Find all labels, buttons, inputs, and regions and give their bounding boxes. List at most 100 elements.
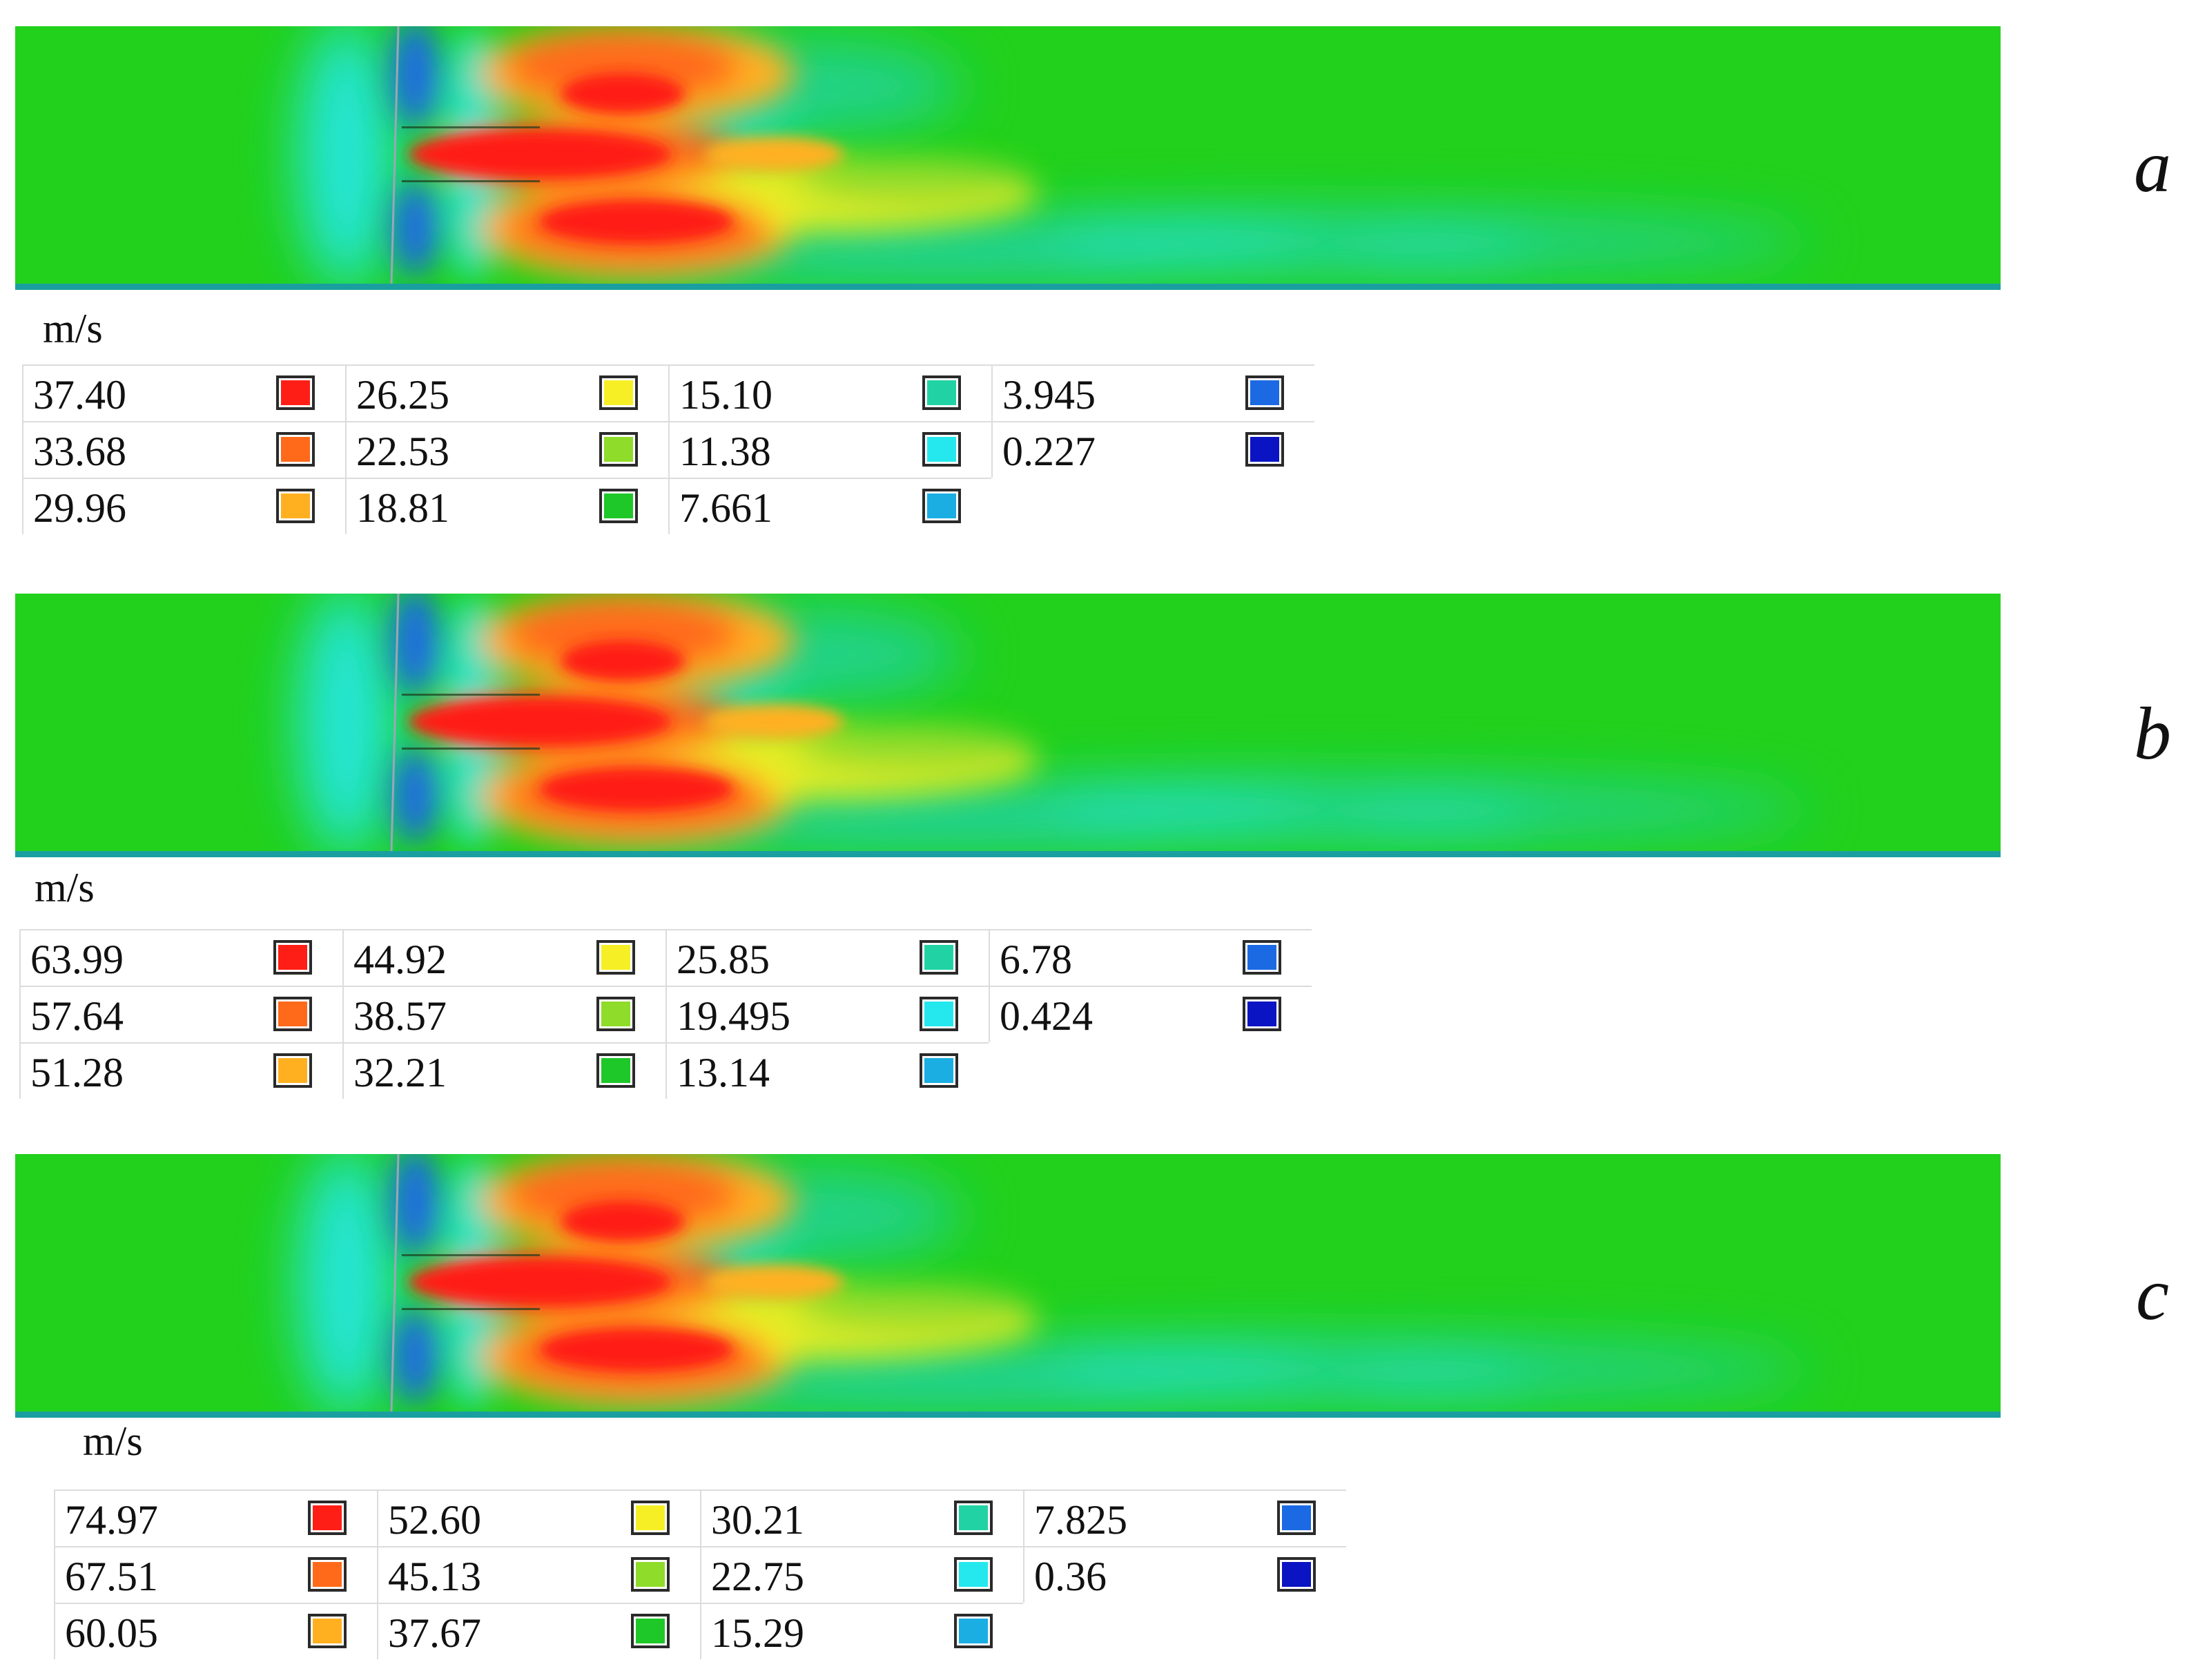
legend-value: 33.68 — [33, 429, 126, 474]
legend-value: 60.05 — [65, 1610, 158, 1656]
legend-entry: 0.424 — [989, 986, 1312, 1042]
legend-swatch — [631, 1557, 670, 1592]
legend-swatch — [273, 940, 312, 975]
legend-entry: 22.53 — [345, 421, 668, 478]
legend-entry: 30.21 — [700, 1489, 1023, 1546]
legend-swatch — [276, 375, 315, 410]
legend-swatch — [596, 997, 635, 1031]
legend-swatch — [922, 489, 961, 523]
legend-value: 26.25 — [356, 372, 449, 418]
legend-value: 32.21 — [353, 1050, 447, 1095]
legend-value: 29.96 — [33, 485, 126, 531]
legend-value: 15.10 — [679, 372, 772, 418]
legend-entry: 26.25 — [345, 364, 668, 421]
legend-swatch — [1243, 997, 1281, 1031]
legend-entry: 32.21 — [342, 1042, 665, 1099]
legend-value: 57.64 — [30, 993, 124, 1039]
legend-swatch — [1277, 1501, 1316, 1535]
legend-value: 67.51 — [65, 1554, 158, 1599]
legend-swatch — [599, 489, 638, 523]
legend-value: 0.227 — [1002, 429, 1096, 474]
legend-entry: 38.57 — [342, 986, 665, 1042]
legend-swatch — [920, 997, 958, 1031]
panel-b: b m/s 63.99 57.64 51.28 44.92 38.57 32.21 25.8… — [0, 567, 2187, 1120]
legend-entry: 0.36 — [1023, 1546, 1346, 1603]
panel-c: c m/s 74.97 67.51 60.05 52.60 45.13 37.67 30.2… — [0, 1128, 2187, 1680]
legend-value: 37.40 — [33, 372, 126, 418]
legend-swatch — [596, 1053, 635, 1088]
legend-entry: 63.99 — [19, 929, 342, 986]
legend-value: 30.21 — [711, 1497, 804, 1543]
legend-entry: 60.05 — [54, 1603, 377, 1659]
legend-swatch — [920, 1053, 958, 1088]
legend-entry: 25.85 — [665, 929, 989, 986]
legend-value: 74.97 — [65, 1497, 158, 1543]
unit-label-b: m/s — [35, 865, 95, 910]
legend-entry: 67.51 — [54, 1546, 377, 1603]
legend-value: 38.57 — [353, 993, 447, 1039]
panel-letter-c: c — [2136, 1253, 2169, 1336]
legend-entry: 52.60 — [377, 1489, 700, 1546]
legend-value: 51.28 — [30, 1050, 124, 1095]
legend-value: 52.60 — [388, 1497, 481, 1543]
legend-value: 6.78 — [1000, 937, 1072, 982]
legend-entry: 6.78 — [989, 929, 1312, 986]
legend-swatch — [922, 432, 961, 467]
legend-swatch — [954, 1501, 993, 1535]
legend-value: 3.945 — [1002, 372, 1096, 418]
legend-swatch — [308, 1614, 347, 1648]
legend-swatch — [308, 1501, 347, 1535]
legend-value: 37.67 — [388, 1610, 481, 1656]
legend-entry: 15.29 — [700, 1603, 1023, 1659]
legend-swatch — [276, 432, 315, 467]
legend-swatch — [599, 432, 638, 467]
legend-value: 19.495 — [677, 993, 790, 1039]
legend-value: 44.92 — [353, 937, 447, 982]
legend-swatch — [1277, 1557, 1316, 1592]
legend-swatch — [1243, 940, 1281, 975]
legend-value: 7.661 — [679, 485, 772, 531]
legend-entry: 51.28 — [19, 1042, 342, 1099]
legend-value: 22.75 — [711, 1554, 804, 1599]
legend-value: 22.53 — [356, 429, 449, 474]
legend-swatch — [596, 940, 635, 975]
legend-entry: 37.40 — [22, 364, 345, 421]
legend-entry: 18.81 — [345, 478, 668, 534]
legend-value: 18.81 — [356, 485, 449, 531]
unit-label-c: m/s — [83, 1418, 143, 1464]
velocity-contour-c — [15, 1154, 2001, 1418]
legend-value: 0.424 — [1000, 993, 1093, 1039]
legend-entry: 57.64 — [19, 986, 342, 1042]
legend-value: 63.99 — [30, 937, 124, 982]
legend-entry: 15.10 — [668, 364, 991, 421]
legend-value: 13.14 — [677, 1050, 770, 1095]
legend-swatch — [954, 1557, 993, 1592]
legend-swatch — [273, 997, 312, 1031]
legend-entry: 29.96 — [22, 478, 345, 534]
legend-entry: 13.14 — [665, 1042, 989, 1099]
legend-swatch — [276, 489, 315, 523]
legend-swatch — [308, 1557, 347, 1592]
legend-entry: 3.945 — [991, 364, 1314, 421]
legend-swatch — [631, 1614, 670, 1648]
legend-swatch — [922, 375, 961, 410]
legend-swatch — [920, 940, 958, 975]
legend-swatch — [273, 1053, 312, 1088]
unit-label-a: m/s — [43, 306, 103, 351]
legend-entry: 7.661 — [668, 478, 991, 534]
legend-value: 45.13 — [388, 1554, 481, 1599]
legend-value: 25.85 — [677, 937, 770, 982]
legend-entry: 22.75 — [700, 1546, 1023, 1603]
legend-entry: 74.97 — [54, 1489, 377, 1546]
legend-value: 15.29 — [711, 1610, 804, 1656]
panel-letter-a: a — [2134, 126, 2171, 208]
legend-swatch — [1245, 432, 1284, 467]
legend-swatch — [631, 1501, 670, 1535]
legend-entry: 7.825 — [1023, 1489, 1346, 1546]
legend-swatch — [599, 375, 638, 410]
legend-value: 0.36 — [1034, 1554, 1107, 1599]
legend-swatch — [1245, 375, 1284, 410]
legend-entry: 44.92 — [342, 929, 665, 986]
legend-entry: 11.38 — [668, 421, 991, 478]
velocity-contour-b — [15, 594, 2001, 857]
